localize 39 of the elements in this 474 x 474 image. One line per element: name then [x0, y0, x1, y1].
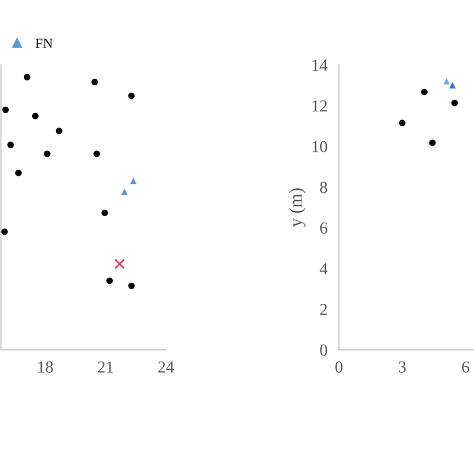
point	[121, 188, 128, 196]
y-tick-label: 12	[312, 100, 327, 112]
point	[130, 178, 137, 184]
y-tick-label: 14	[312, 60, 328, 71]
x-tick-label: 0	[335, 361, 342, 373]
point	[93, 150, 100, 158]
x-tick-label: 24	[158, 361, 174, 372]
point	[1, 228, 8, 236]
point	[451, 100, 458, 106]
point	[429, 140, 436, 146]
point	[106, 278, 113, 284]
y-tick-label: 6	[320, 222, 328, 234]
point	[421, 88, 428, 96]
point	[449, 82, 456, 89]
x-tick-label: 21	[98, 361, 113, 372]
y-tick-label: 0	[320, 344, 328, 356]
legend-label: FN	[36, 38, 53, 48]
x-tick-label: 18	[38, 361, 53, 373]
point	[114, 258, 125, 270]
point	[56, 128, 62, 134]
point	[44, 150, 50, 158]
y-tick-label: 4	[320, 263, 328, 274]
point	[128, 282, 135, 290]
y-tick-label: 2	[320, 304, 327, 315]
point	[32, 112, 39, 120]
y-axis-title: y (m)	[289, 188, 306, 227]
point	[2, 106, 9, 114]
point	[398, 120, 406, 126]
y-tick-label: 10	[312, 141, 328, 152]
point	[443, 78, 450, 84]
point	[91, 78, 98, 86]
point	[24, 74, 30, 80]
point	[15, 170, 22, 176]
x-tick-label: 6	[462, 361, 470, 373]
point	[101, 210, 108, 216]
point	[7, 142, 14, 148]
y-tick-label: 8	[320, 182, 328, 193]
point	[128, 92, 135, 100]
x-tick-label: 3	[398, 361, 406, 373]
